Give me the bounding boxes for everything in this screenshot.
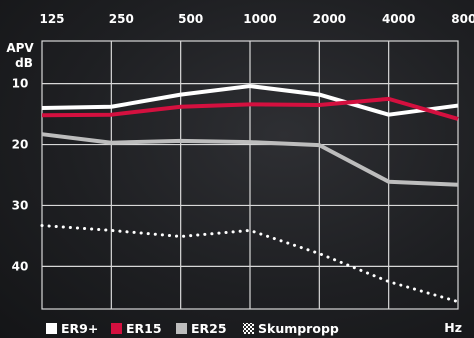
x-tick-label-500: 500 (178, 12, 203, 26)
legend-label-skumpropp: Skumpropp (258, 321, 339, 336)
x-unit-label: Hz (444, 320, 462, 335)
y-tick-label-20: 20 (12, 138, 29, 152)
x-tick-label-8000: 8000 (451, 12, 474, 26)
legend-label-er15: ER15 (126, 321, 162, 336)
y-tick-label-10: 10 (12, 77, 29, 91)
series-line-er9 (41, 84, 459, 117)
chart-legend: ER9+ ER15 ER25 Skumpropp (46, 321, 339, 336)
y-tick-label-40: 40 (12, 259, 29, 273)
y-axis-label-apv: APV (6, 41, 34, 55)
legend-swatch-er15 (111, 323, 122, 334)
legend-label-er9: ER9+ (61, 321, 98, 336)
chart-grid (41, 40, 459, 310)
x-axis-ticks: 125 250 500 1000 2000 4000 8000 (39, 12, 474, 26)
legend-label-er25: ER25 (191, 321, 227, 336)
legend-swatch-er9 (46, 323, 57, 334)
x-tick-label-125: 125 (39, 12, 64, 26)
series-line-er25 (41, 132, 459, 187)
x-tick-label-2000: 2000 (313, 12, 346, 26)
x-tick-label-250: 250 (109, 12, 134, 26)
x-tick-label-4000: 4000 (382, 12, 415, 26)
legend-swatch-skumpropp (243, 323, 254, 334)
series-line-er15 (41, 96, 459, 121)
chart-series (40, 84, 460, 304)
series-line-skumpropp (40, 224, 460, 304)
legend-swatch-er25 (176, 323, 187, 334)
y-axis-label-db: dB (15, 56, 33, 70)
x-tick-label-1000: 1000 (243, 12, 276, 26)
y-tick-label-30: 30 (12, 198, 29, 212)
y-axis-ticks: 10 20 30 40 (12, 77, 29, 274)
